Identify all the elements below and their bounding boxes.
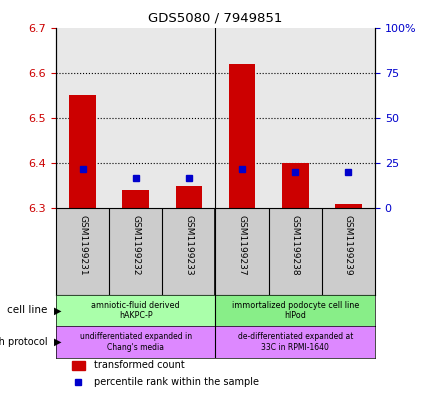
Bar [215,295,374,326]
Bar [72,362,85,370]
Text: GSM1199239: GSM1199239 [343,215,352,276]
Text: undifferentiated expanded in
Chang's media: undifferentiated expanded in Chang's med… [80,332,191,352]
Text: growth protocol: growth protocol [0,337,47,347]
Text: cell line: cell line [7,305,47,316]
Bar [56,326,215,358]
Text: percentile rank within the sample: percentile rank within the sample [94,377,259,387]
Bar [335,204,361,208]
Text: amniotic-fluid derived
hAKPC-P: amniotic-fluid derived hAKPC-P [91,301,180,320]
Text: GSM1199231: GSM1199231 [78,215,87,276]
Title: GDS5080 / 7949851: GDS5080 / 7949851 [148,12,282,25]
Text: GSM1199233: GSM1199233 [184,215,193,276]
Text: immortalized podocyte cell line
hIPod: immortalized podocyte cell line hIPod [231,301,358,320]
Bar [56,295,215,326]
Text: transformed count: transformed count [94,360,184,370]
Text: ▶: ▶ [54,305,61,316]
Text: GSM1199238: GSM1199238 [290,215,299,276]
Bar [69,95,96,208]
Bar [228,64,255,208]
Text: GSM1199237: GSM1199237 [237,215,246,276]
Bar [175,186,202,208]
Bar [281,163,308,208]
Text: de-differentiated expanded at
33C in RPMI-1640: de-differentiated expanded at 33C in RPM… [237,332,352,352]
Text: GSM1199232: GSM1199232 [131,215,140,276]
Bar [215,326,374,358]
Bar [122,190,149,208]
Text: ▶: ▶ [54,337,61,347]
